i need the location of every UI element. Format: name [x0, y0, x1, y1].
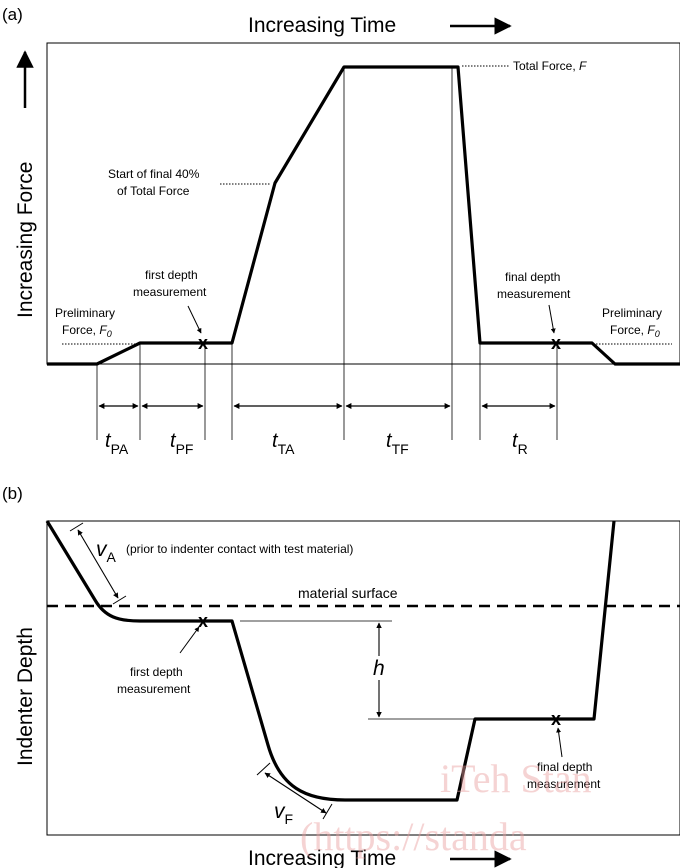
- interval-label-tf: tTF: [386, 430, 409, 457]
- vf-label: vF: [274, 800, 293, 827]
- final-depth-label-b-line1: final depth: [537, 760, 592, 774]
- panel-b-x-axis-label: Increasing Time: [248, 847, 396, 868]
- va-tick-bottom: [112, 595, 127, 605]
- first-depth-arrow-b: [179, 626, 200, 654]
- vf-arrow: [264, 772, 327, 814]
- watermark: iTeh Stan (https://standa: [300, 756, 592, 859]
- h-label-bg: [370, 656, 388, 680]
- interval-label-r: tR: [512, 430, 528, 457]
- panel-b-y-axis-label: Indenter Depth: [14, 627, 37, 766]
- interval-label-pf: tPF: [170, 430, 193, 457]
- start-final-40-line2: of Total Force: [117, 184, 190, 198]
- panel-b: (b) Indenter Depth material surface x x …: [2, 484, 680, 868]
- first-depth-marker-a: x: [198, 333, 208, 353]
- panel-a-x-axis-label: Increasing Time: [248, 14, 396, 37]
- panel-a-tag: (a): [2, 5, 23, 24]
- prelim-force-right-line1: Preliminary: [602, 306, 662, 320]
- panel-b-tag: (b): [2, 484, 23, 503]
- h-label: h: [373, 657, 385, 680]
- vf-tick-bottom: [322, 803, 333, 820]
- prelim-force-left-line1: Preliminary: [55, 306, 115, 320]
- prelim-force-right-line2: Force, F0: [610, 323, 660, 339]
- va-note: (prior to indenter contact with test mat…: [126, 542, 353, 556]
- depth-curve: [45, 520, 616, 802]
- prelim-force-left-line2: Force, F0: [62, 323, 112, 339]
- watermark-line2: (https://standa: [300, 814, 527, 859]
- interval-guides: [96, 67, 558, 440]
- panel-b-frame: [46, 520, 680, 836]
- interval-label-ta: tTA: [272, 430, 295, 457]
- material-surface-label: material surface: [298, 585, 398, 601]
- first-depth-label-b-line2: measurement: [117, 682, 191, 696]
- first-depth-label-a-line2: measurement: [133, 285, 207, 299]
- first-depth-arrow-a: [187, 305, 202, 334]
- final-depth-label-b-line2: measurement: [527, 777, 601, 791]
- watermark-line1: iTeh Stan: [440, 756, 592, 801]
- va-label: vA: [96, 538, 117, 565]
- final-depth-marker-a: x: [551, 333, 561, 353]
- final-depth-label-a-line1: final depth: [505, 270, 560, 284]
- panel-a: (a) Increasing Time Increasing Force x x: [2, 5, 680, 457]
- panel-a-y-axis-label: Increasing Force: [14, 162, 37, 318]
- final-depth-arrow-b: [556, 727, 563, 758]
- total-force-label: Total Force, F: [513, 59, 587, 73]
- vf-tick-top: [256, 762, 271, 776]
- first-depth-label-b-line1: first depth: [130, 665, 183, 679]
- final-depth-arrow-a: [548, 304, 556, 334]
- first-depth-label-a-line1: first depth: [145, 268, 198, 282]
- interval-label-pa: tPA: [105, 430, 129, 457]
- start-final-40-line1: Start of final 40%: [108, 167, 200, 181]
- panel-a-frame: [46, 42, 680, 365]
- force-curve: [47, 65, 680, 366]
- first-depth-marker-b: x: [198, 611, 208, 631]
- final-depth-marker-b: x: [551, 709, 561, 729]
- va-arrow: [77, 529, 119, 599]
- va-tick-top: [69, 522, 84, 532]
- final-depth-label-a-line2: measurement: [497, 287, 571, 301]
